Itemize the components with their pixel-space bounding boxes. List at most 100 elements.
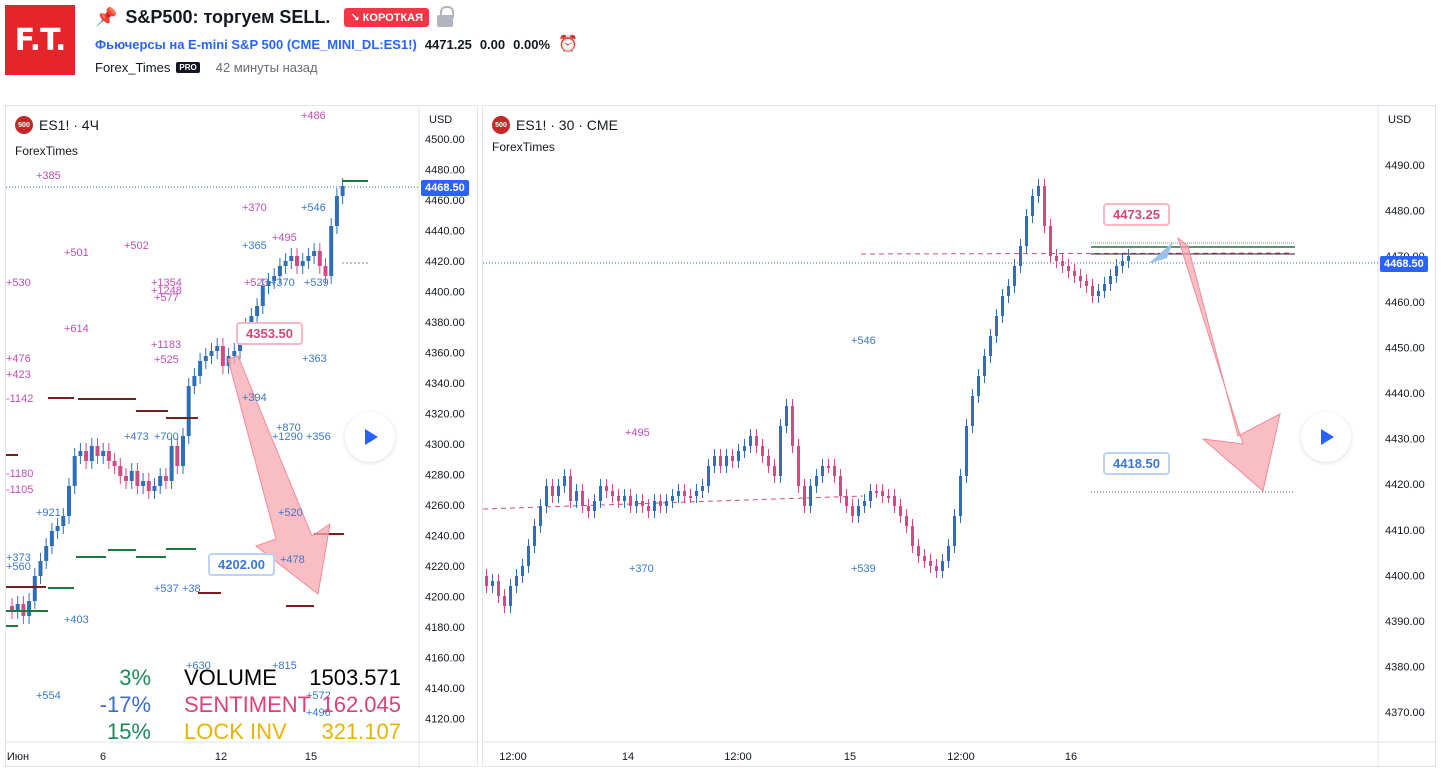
right-candle-body — [1121, 261, 1124, 266]
left-legend-text: ES1! · 4Ч — [39, 117, 99, 133]
left-currency-label: USD — [429, 114, 453, 126]
right-candle-body — [611, 491, 614, 496]
right-annotation-blue: +370 — [629, 563, 654, 575]
right-candle-body — [641, 501, 644, 506]
author-name[interactable]: Forex_Times — [95, 59, 171, 75]
right-candle-body — [677, 491, 680, 496]
left-annotation-blue: +1290 — [272, 431, 303, 443]
right-candle-body — [503, 596, 506, 606]
symbol-name-link[interactable]: Фьючерсы на E-mini S&P 500 — [95, 36, 284, 52]
right-chart-canvas[interactable]: 4490.004480.004470.004460.004450.004440.… — [483, 106, 1437, 768]
right-price-tick: 4440.00 — [1385, 388, 1425, 400]
title-row: 📌 S&P500: торгуем SELL. ↘ КОРОТКАЯ — [95, 5, 455, 29]
right-candles — [485, 179, 1130, 613]
right-price-tick: 4370.00 — [1385, 707, 1425, 719]
left-annotation-pink: +523 — [244, 277, 269, 289]
right-candle-body — [1007, 286, 1010, 296]
left-candle-body — [158, 476, 163, 486]
right-candle-body — [845, 496, 848, 506]
right-low-callout: 4418.50 — [1103, 452, 1170, 475]
left-candle-body — [78, 451, 83, 456]
left-annotations: +486+385+370+501+502+495+530 +1354+1248+5… — [6, 110, 331, 719]
left-price-tick: 4160.00 — [425, 653, 465, 665]
es-symbol-icon: 500 — [492, 116, 510, 134]
pin-icon: 📌 — [95, 6, 118, 27]
left-chart-legend[interactable]: 500 ES1! · 4Ч — [15, 116, 99, 134]
right-candle-body — [773, 466, 776, 476]
symbol-code-link[interactable]: (CME_MINI_DL:ES1!) — [286, 36, 417, 52]
left-time-tick: 12 — [215, 751, 227, 763]
left-annotation-blue: +539 — [304, 277, 329, 289]
right-time-tick: 16 — [1065, 751, 1077, 763]
right-candle-body — [791, 406, 794, 446]
forextimes-logo[interactable]: F.T. — [5, 5, 75, 75]
left-annotation-pink: +495 — [272, 232, 297, 244]
right-candle-body — [1055, 256, 1058, 261]
left-chart-panel[interactable]: 4500.00 4480.00 4460.00 4440.00 4420.00 4400.… — [5, 105, 479, 768]
left-play-button[interactable] — [345, 412, 395, 462]
right-indicator-legend[interactable]: ForexTimes — [492, 140, 555, 154]
right-candle-body — [965, 426, 968, 476]
stat-value: 162.045 — [321, 692, 401, 717]
left-price-tick: 4120.00 — [425, 714, 465, 726]
left-candle-body — [152, 486, 157, 491]
alarm-clock-icon[interactable]: ⏰ — [558, 36, 578, 53]
left-candle-body — [169, 446, 174, 481]
right-candle-body — [713, 456, 716, 466]
left-candle-body — [55, 526, 60, 531]
right-candle-body — [593, 501, 596, 511]
left-price-tick: 4440.00 — [425, 226, 465, 238]
right-annotations: +495 +546 +370 +539 — [625, 335, 876, 575]
left-candle-body — [340, 186, 345, 196]
left-chart-canvas[interactable]: 4500.00 4480.00 4460.00 4440.00 4420.00 4400.… — [6, 106, 479, 768]
left-current-price-tag: 4468.50 — [421, 180, 469, 196]
left-candle-body — [95, 446, 100, 456]
left-price-tick: 4200.00 — [425, 592, 465, 604]
stat-value: 321.107 — [321, 719, 401, 744]
left-annotation-blue: +560 — [6, 561, 31, 573]
right-play-button[interactable] — [1301, 412, 1351, 462]
right-price-tick: 4380.00 — [1385, 662, 1425, 674]
last-price: 4471.25 — [424, 36, 472, 52]
left-annotation-pink: +577 — [154, 292, 179, 304]
right-candle-body — [491, 581, 494, 586]
right-current-price-tag: 4468.50 — [1380, 256, 1428, 272]
left-candle-body — [89, 446, 94, 461]
right-candle-body — [719, 456, 722, 466]
right-candle-body — [863, 501, 866, 506]
left-annotation-blue: +496 — [306, 707, 331, 719]
right-candle-body — [647, 506, 650, 511]
right-chart-panel[interactable]: 4490.004480.004470.004460.004450.004440.… — [482, 105, 1437, 768]
right-annotation-pink: +495 — [625, 427, 650, 439]
right-candle-body — [671, 496, 674, 501]
left-price-tick: 4180.00 — [425, 622, 465, 634]
left-time-tick: 15 — [305, 751, 317, 763]
left-candle-body — [266, 281, 271, 286]
right-candle-body — [485, 576, 488, 586]
left-price-tick: 4240.00 — [425, 531, 465, 543]
stat-row-volume: 3% VOLUME 1503.571 — [6, 665, 416, 691]
left-annotation-blue: +38 — [182, 583, 201, 595]
left-candle-body — [249, 316, 254, 326]
right-annotation-blue: +539 — [851, 563, 876, 575]
left-candle-body — [317, 251, 322, 266]
right-candle-body — [497, 581, 500, 596]
left-level-lines — [6, 180, 368, 627]
left-annotation-blue: +537 — [154, 583, 179, 595]
right-candle-body — [941, 561, 944, 571]
left-indicator-legend[interactable]: ForexTimes — [15, 144, 78, 158]
right-candle-body — [1097, 291, 1100, 296]
left-annotation-blue: +403 — [64, 614, 89, 626]
author-row: Forex_Times PRO 42 минуты назад — [95, 58, 318, 76]
right-price-tick: 4480.00 — [1385, 206, 1425, 218]
left-candle-body — [61, 516, 66, 526]
right-candle-body — [1109, 276, 1112, 284]
left-candle-body — [255, 306, 260, 316]
left-candle-body — [215, 346, 220, 351]
right-chart-legend[interactable]: 500 ES1! · 30 · CME — [492, 116, 618, 134]
left-candle-body — [260, 286, 265, 306]
right-candle-body — [743, 446, 746, 451]
right-candle-body — [935, 566, 938, 571]
left-annotation-blue: +478 — [280, 554, 305, 566]
right-candle-body — [515, 576, 518, 586]
